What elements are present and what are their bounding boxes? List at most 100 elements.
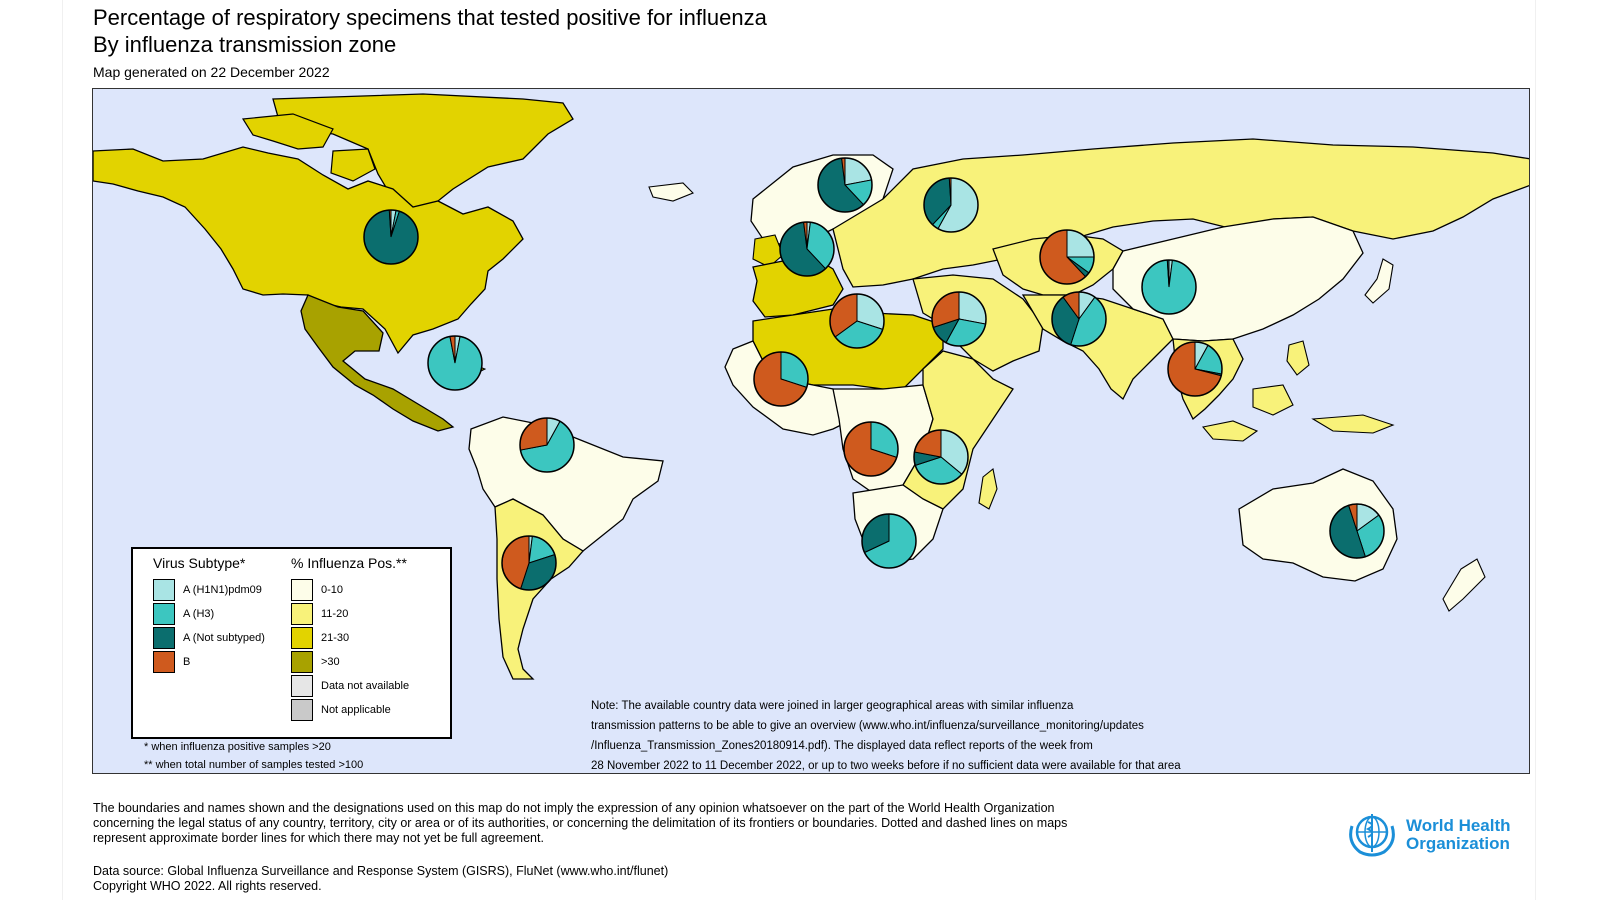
pie-outline bbox=[1039, 229, 1095, 285]
pie-southern-africa bbox=[861, 513, 917, 569]
pie-outline bbox=[1141, 259, 1197, 315]
copyright-line: Copyright WHO 2022. All rights reserved. bbox=[93, 879, 322, 893]
pie-outline bbox=[1051, 291, 1107, 347]
zone-uk bbox=[752, 234, 784, 268]
pie-south-east-asia bbox=[1167, 341, 1223, 397]
source-line: Data source: Global Influenza Surveillan… bbox=[93, 864, 669, 878]
zone-sea-islands-3 bbox=[1286, 340, 1310, 376]
zone-madagascar bbox=[978, 468, 998, 510]
who-name-line2: Organization bbox=[1406, 834, 1510, 853]
legend-label: Not applicable bbox=[321, 704, 391, 716]
pie-southern-asia bbox=[1051, 291, 1107, 347]
data-source: Data source: Global Influenza Surveillan… bbox=[93, 864, 668, 894]
zone-sea-islands-1 bbox=[1201, 420, 1259, 442]
note-line: /Influenza_Transmission_Zones20180914.pd… bbox=[591, 740, 1093, 752]
pie-middle-africa bbox=[843, 421, 899, 477]
pie-outline bbox=[861, 513, 917, 569]
legend-label: A (H1N1)pdm09 bbox=[183, 584, 262, 596]
pie-south-west-europe bbox=[779, 221, 835, 277]
zone-new-zealand bbox=[1442, 558, 1486, 612]
generated-date: Map generated on 22 December 2022 bbox=[93, 64, 330, 80]
legend-item-data-not-available: Data not available bbox=[291, 675, 409, 697]
legend-label: B bbox=[183, 656, 191, 668]
pie-outline bbox=[427, 335, 483, 391]
legend-item-pos-21-30: 21-30 bbox=[291, 627, 349, 649]
zone-sea-islands-4 bbox=[1311, 414, 1395, 434]
disclaimer: The boundaries and names shown and the d… bbox=[93, 801, 1067, 846]
pie-western-africa bbox=[753, 351, 809, 407]
pie-outline bbox=[829, 293, 885, 349]
pie-outline bbox=[923, 177, 979, 233]
map-canvas bbox=[93, 93, 1529, 680]
zone-japan bbox=[1364, 258, 1394, 304]
pie-northern-europe bbox=[817, 157, 873, 213]
legend-swatch bbox=[153, 603, 175, 625]
pie-outline bbox=[779, 221, 835, 277]
legend-swatch bbox=[291, 651, 313, 673]
pie-outline bbox=[363, 209, 419, 265]
note-line: Note: The available country data were jo… bbox=[591, 700, 1074, 712]
pie-eastern-europe bbox=[923, 177, 979, 233]
pie-north-america bbox=[363, 209, 419, 265]
pie-outline bbox=[753, 351, 809, 407]
zone-tropical-south-america bbox=[468, 416, 664, 552]
legend-swatch bbox=[153, 627, 175, 649]
note-line: 28 November 2022 to 11 December 2022, or… bbox=[591, 760, 1181, 772]
disclaimer-line: represent approximate border lines for w… bbox=[93, 831, 544, 845]
legend-label: A (H3) bbox=[183, 608, 215, 620]
footnote-positive: * when influenza positive samples >20 bbox=[144, 741, 331, 753]
legend-swatch bbox=[291, 675, 313, 697]
legend-swatch bbox=[291, 699, 313, 721]
pie-outline bbox=[817, 157, 873, 213]
zone-iceland bbox=[648, 182, 694, 202]
legend-label: Data not available bbox=[321, 680, 410, 692]
legend-label: 11-20 bbox=[321, 608, 349, 620]
legend-item-pos-11-20: 11-20 bbox=[291, 603, 348, 625]
zone-central-america bbox=[300, 294, 455, 432]
disclaimer-line: The boundaries and names shown and the d… bbox=[93, 801, 1055, 815]
pie-eastern-asia bbox=[1141, 259, 1197, 315]
legend-item-pos-0-10: 0-10 bbox=[291, 579, 343, 601]
pie-eastern-africa bbox=[913, 429, 969, 485]
legend-item-b: B bbox=[153, 651, 190, 673]
map-title: Percentage of respiratory specimens that… bbox=[93, 5, 767, 30]
pie-temperate-south-america bbox=[501, 535, 557, 591]
legend-positivity-heading: % Influenza Pos.** bbox=[291, 555, 407, 571]
footnote-tested: ** when total number of samples tested >… bbox=[144, 759, 364, 771]
legend-label: 21-30 bbox=[321, 632, 350, 644]
pie-central-america-caribbean bbox=[427, 335, 483, 391]
legend: Virus Subtype* % Influenza Pos.** A (H1N… bbox=[131, 547, 452, 739]
pie-oceania-melanesia-polynesia bbox=[1329, 503, 1385, 559]
who-emblem-icon bbox=[1349, 814, 1395, 857]
legend-swatch bbox=[153, 579, 175, 601]
legend-item-h1n1: A (H1N1)pdm09 bbox=[153, 579, 262, 601]
pie-central-asia bbox=[1039, 229, 1095, 285]
zone-canada-arctic-2 bbox=[330, 148, 376, 182]
pie-outline bbox=[931, 291, 987, 347]
map-note: Note: The available country data were jo… bbox=[591, 696, 1181, 776]
pie-outline bbox=[843, 421, 899, 477]
legend-label: >30 bbox=[321, 656, 340, 668]
legend-swatch bbox=[291, 603, 313, 625]
legend-label: A (Not subtyped) bbox=[183, 632, 265, 644]
legend-item-pos-30-plus: >30 bbox=[291, 651, 340, 673]
pie-western-asia bbox=[931, 291, 987, 347]
who-name: World Health Organization bbox=[1406, 817, 1511, 853]
pie-outline bbox=[501, 535, 557, 591]
disclaimer-line: concerning the legal status of any count… bbox=[93, 816, 1068, 830]
legend-swatch bbox=[153, 651, 175, 673]
zone-north-america bbox=[93, 146, 524, 355]
pie-tropical-south-america bbox=[519, 417, 575, 473]
who-name-line1: World Health bbox=[1406, 816, 1511, 835]
zone-sea-islands-2 bbox=[1252, 384, 1294, 416]
pie-outline bbox=[913, 429, 969, 485]
legend-swatch bbox=[291, 579, 313, 601]
legend-item-a-not-subtyped: A (Not subtyped) bbox=[153, 627, 265, 649]
legend-item-not-applicable: Not applicable bbox=[291, 699, 391, 721]
note-line: transmission patterns to be able to give… bbox=[591, 720, 1144, 732]
legend-subtype-heading: Virus Subtype* bbox=[153, 555, 246, 571]
who-logo: World Health Organization bbox=[1344, 810, 1524, 860]
pie-outline bbox=[519, 417, 575, 473]
pie-outline bbox=[1329, 503, 1385, 559]
legend-swatch bbox=[291, 627, 313, 649]
